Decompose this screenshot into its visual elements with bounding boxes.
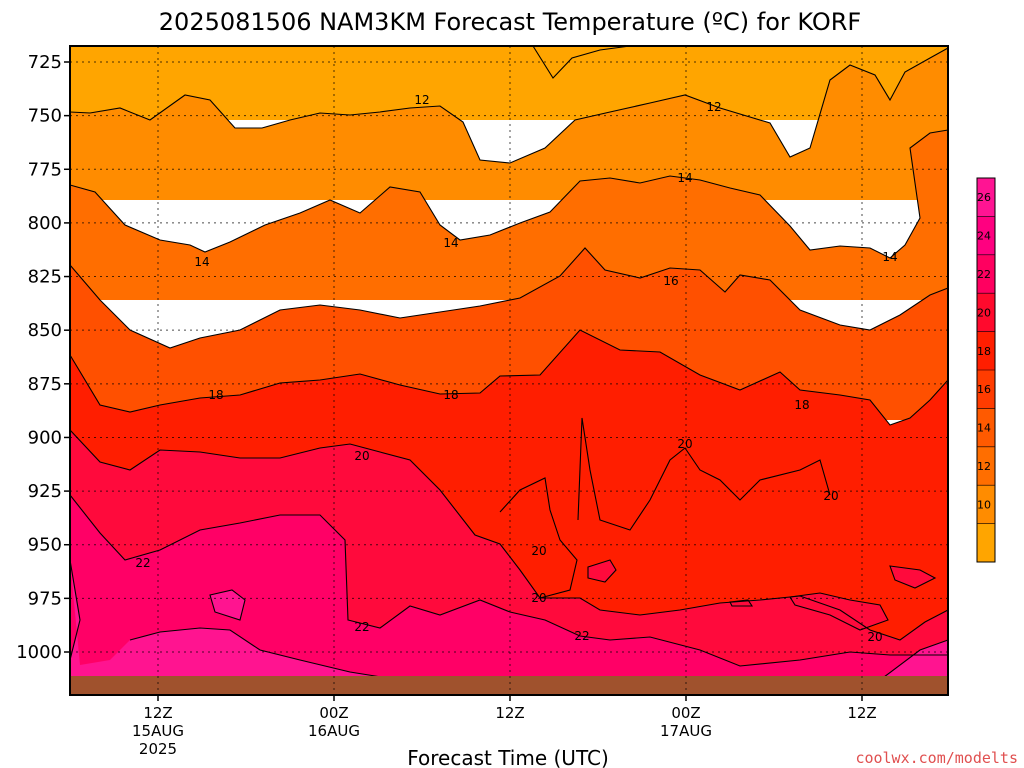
contour-14 [69, 129, 949, 259]
contour-labels: 12 12 14 14 14 14 16 18 18 18 20 20 20 2… [135, 93, 897, 644]
contour-label: 20 [354, 449, 369, 463]
colorbar-segment [977, 178, 995, 217]
contour-label: 20 [531, 544, 546, 558]
contour-bubble [789, 592, 889, 631]
x-tick-label: 00Z [671, 704, 700, 722]
contour-bubble [729, 599, 754, 607]
contour-16 [69, 247, 949, 349]
y-tick-label: 750 [28, 106, 62, 127]
contour-label: 12 [414, 93, 429, 107]
contour-20-spike [577, 417, 831, 531]
plot-area: 12 12 14 14 14 14 16 18 18 18 20 20 20 2… [69, 45, 949, 696]
x-tick-label: 00Z [319, 704, 348, 722]
band-22-24 [70, 495, 948, 680]
contour-label: 22 [574, 629, 589, 643]
colorbar-tick-label: 16 [977, 383, 991, 396]
x-tick-label: 12Z [143, 704, 172, 722]
y-tick-label: 900 [28, 427, 62, 448]
band-14-16 [70, 130, 948, 300]
contour-label: 20 [867, 630, 882, 644]
band-24-26-bubble [210, 590, 245, 620]
colorbar-segment [977, 446, 995, 486]
chart-title: 2025081506 NAM3KM Forecast Temperature (… [159, 8, 861, 36]
x-tick-label: 17AUG [660, 722, 712, 740]
y-tick-label: 800 [28, 213, 62, 234]
contour-22 [69, 494, 948, 667]
contour-label: 14 [194, 255, 209, 269]
contour-label: 18 [443, 388, 458, 402]
colorbar-tick-label: 24 [977, 230, 991, 243]
contour-label: 20 [677, 437, 692, 451]
colorbar-segment [977, 331, 995, 371]
colorbar-tick-label: 12 [977, 460, 991, 473]
y-tick-label: 975 [28, 588, 62, 609]
colorbar-tick-label: 26 [977, 191, 991, 204]
band-10-12 [70, 46, 948, 120]
contour-label: 16 [663, 274, 678, 288]
y-axis: 725 750 775 800 825 850 875 900 925 950 975 1000 [16, 52, 70, 663]
contour-label: 22 [354, 620, 369, 634]
colorbar-tick-label: 22 [977, 268, 991, 281]
colorbar-segment [977, 216, 995, 256]
x-tick-label: 15AUG [132, 722, 184, 740]
y-tick-label: 775 [28, 159, 62, 180]
contour-label: 18 [794, 398, 809, 412]
x-tick-label: 16AUG [308, 722, 360, 740]
y-tick-label: 950 [28, 535, 62, 556]
y-tick-label: 825 [28, 267, 62, 288]
gridlines [70, 46, 948, 695]
y-tick-label: 725 [28, 52, 62, 73]
contour-18 [69, 329, 949, 426]
y-tick-label: 850 [28, 320, 62, 341]
y-tick-label: 1000 [16, 642, 62, 663]
contour-24 [69, 559, 949, 681]
plot-frame [69, 45, 949, 696]
contour-label: 14 [677, 171, 692, 185]
colorbar-segment [977, 485, 995, 525]
ground-strip [70, 676, 948, 695]
contour-20-west [499, 477, 578, 599]
y-tick-label: 925 [28, 481, 62, 502]
contour-label: 22 [135, 556, 150, 570]
colorbar: 10 12 14 16 18 20 22 24 26 [976, 177, 996, 563]
colorbar-segment [977, 408, 995, 448]
contour-label: 14 [443, 236, 458, 250]
contour-label: 18 [208, 388, 223, 402]
colorbar-tick-label: 14 [977, 422, 991, 435]
contour-label: 12 [706, 100, 721, 114]
credit-text: coolwx.com/modelts [855, 749, 1018, 767]
contour-label: 20 [823, 489, 838, 503]
contour-label: 14 [882, 250, 897, 264]
x-tick-label: 12Z [847, 704, 876, 722]
contour-12-top [532, 45, 631, 79]
contour-bubble [587, 559, 617, 583]
colorbar-tick-label: 20 [977, 306, 991, 319]
y-tick-label: 875 [28, 374, 62, 395]
colorbar-tick-label: 18 [977, 345, 991, 358]
colorbar-segment [977, 254, 995, 294]
colorbar-segment [977, 523, 995, 563]
x-axis-label: Forecast Time (UTC) [407, 746, 609, 768]
contour-bubble [209, 589, 246, 621]
contour-12 [69, 47, 949, 164]
x-tick-label: 2025 [139, 740, 177, 758]
band-20-22-bubble [588, 560, 616, 582]
contour-bubble [889, 565, 937, 589]
band-24-26 [70, 560, 948, 680]
colorbar-tick-label: 10 [977, 498, 991, 511]
contour-lines [69, 45, 949, 681]
band-12-14 [70, 48, 948, 200]
colorbar-segment [977, 370, 995, 409]
x-tick-label: 12Z [495, 704, 524, 722]
band-16-18 [70, 248, 948, 420]
colorbar-segment [977, 293, 995, 333]
